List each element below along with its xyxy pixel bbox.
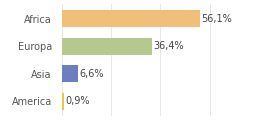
Bar	[62, 38, 151, 55]
Text: 6,6%: 6,6%	[80, 69, 104, 79]
Bar	[62, 93, 64, 110]
Bar	[62, 65, 78, 82]
Text: 56,1%: 56,1%	[202, 14, 232, 24]
Text: 36,4%: 36,4%	[153, 41, 184, 51]
Bar	[62, 10, 200, 27]
Text: 0,9%: 0,9%	[65, 96, 90, 106]
